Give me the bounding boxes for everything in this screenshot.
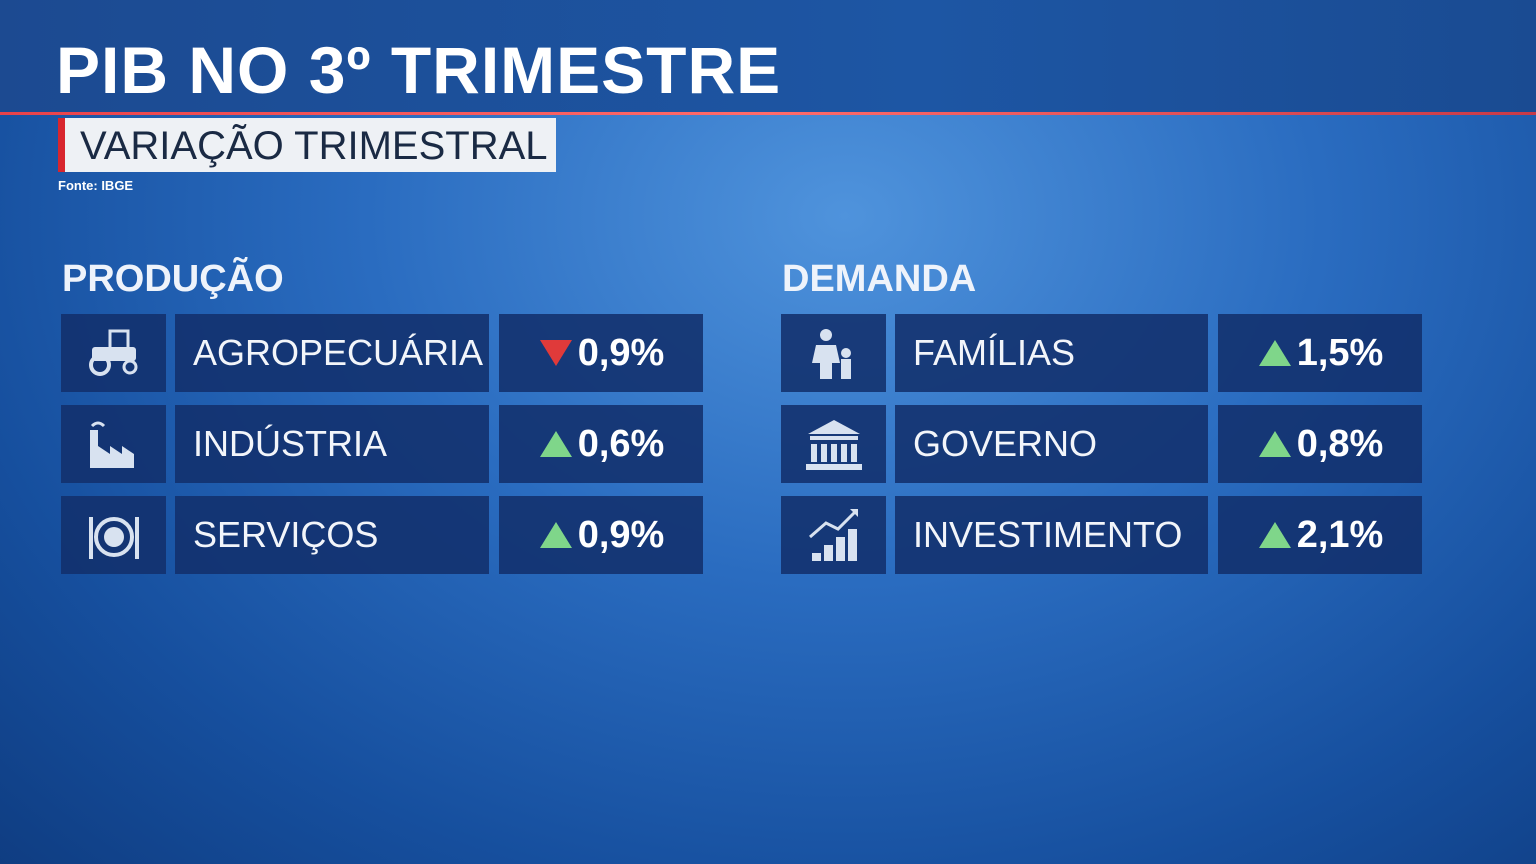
- icon-box: [781, 405, 886, 483]
- section-title: DEMANDA: [782, 258, 977, 300]
- row-value: 2,1%: [1296, 514, 1384, 556]
- icon: [805, 420, 862, 470]
- row-label: INDÚSTRIA: [193, 423, 388, 464]
- value-box: 1,5%: [1218, 314, 1422, 392]
- label-box: GOVERNO: [895, 405, 1208, 483]
- value-box: 0,6%: [499, 405, 703, 483]
- label-box: AGROPECUÁRIA: [175, 314, 489, 392]
- arrow: [539, 340, 572, 366]
- icon-box: [61, 405, 166, 483]
- subtitle: VARIAÇÃO TRIMESTRAL: [80, 124, 548, 168]
- title: PIB NO 3º TRIMESTRE: [56, 33, 782, 107]
- arrow: [1258, 522, 1291, 548]
- header-band: [0, 0, 1536, 112]
- row-value: 1,5%: [1296, 332, 1384, 374]
- row-label: FAMÍLIAS: [913, 332, 1076, 373]
- arrow: [539, 431, 572, 457]
- row-label: AGROPECUÁRIA: [193, 332, 484, 373]
- label-box: SERVIÇOS: [175, 496, 489, 574]
- label-box: FAMÍLIAS: [895, 314, 1208, 392]
- icon: [88, 329, 137, 376]
- icon: [808, 509, 858, 561]
- row-value: 0,8%: [1296, 423, 1384, 465]
- subtitle-box: [58, 118, 556, 172]
- row-value: 0,9%: [577, 332, 665, 374]
- row-value: 0,6%: [577, 423, 665, 465]
- value-box: 2,1%: [1218, 496, 1422, 574]
- red-rule: [0, 112, 1536, 115]
- row-label: SERVIÇOS: [193, 514, 379, 555]
- section-title: PRODUÇÃO: [62, 258, 284, 300]
- arrow: [539, 522, 572, 548]
- label-box: INDÚSTRIA: [175, 405, 489, 483]
- row-value: 0,9%: [577, 514, 665, 556]
- icon: [811, 329, 851, 379]
- value-box: 0,9%: [499, 496, 703, 574]
- arrow: [1258, 340, 1291, 366]
- row-label: GOVERNO: [913, 423, 1098, 464]
- icon: [88, 517, 139, 559]
- value-box: 0,8%: [1218, 405, 1422, 483]
- source: Fonte: IBGE: [58, 178, 134, 193]
- icon: [89, 421, 134, 468]
- icon-box: [61, 314, 166, 392]
- icon-box: [781, 314, 886, 392]
- value-box: 0,9%: [499, 314, 703, 392]
- icon-box: [781, 496, 886, 574]
- arrow: [1258, 431, 1291, 457]
- row-label: INVESTIMENTO: [913, 514, 1183, 555]
- label-box: INVESTIMENTO: [895, 496, 1208, 574]
- icon-box: [61, 496, 166, 574]
